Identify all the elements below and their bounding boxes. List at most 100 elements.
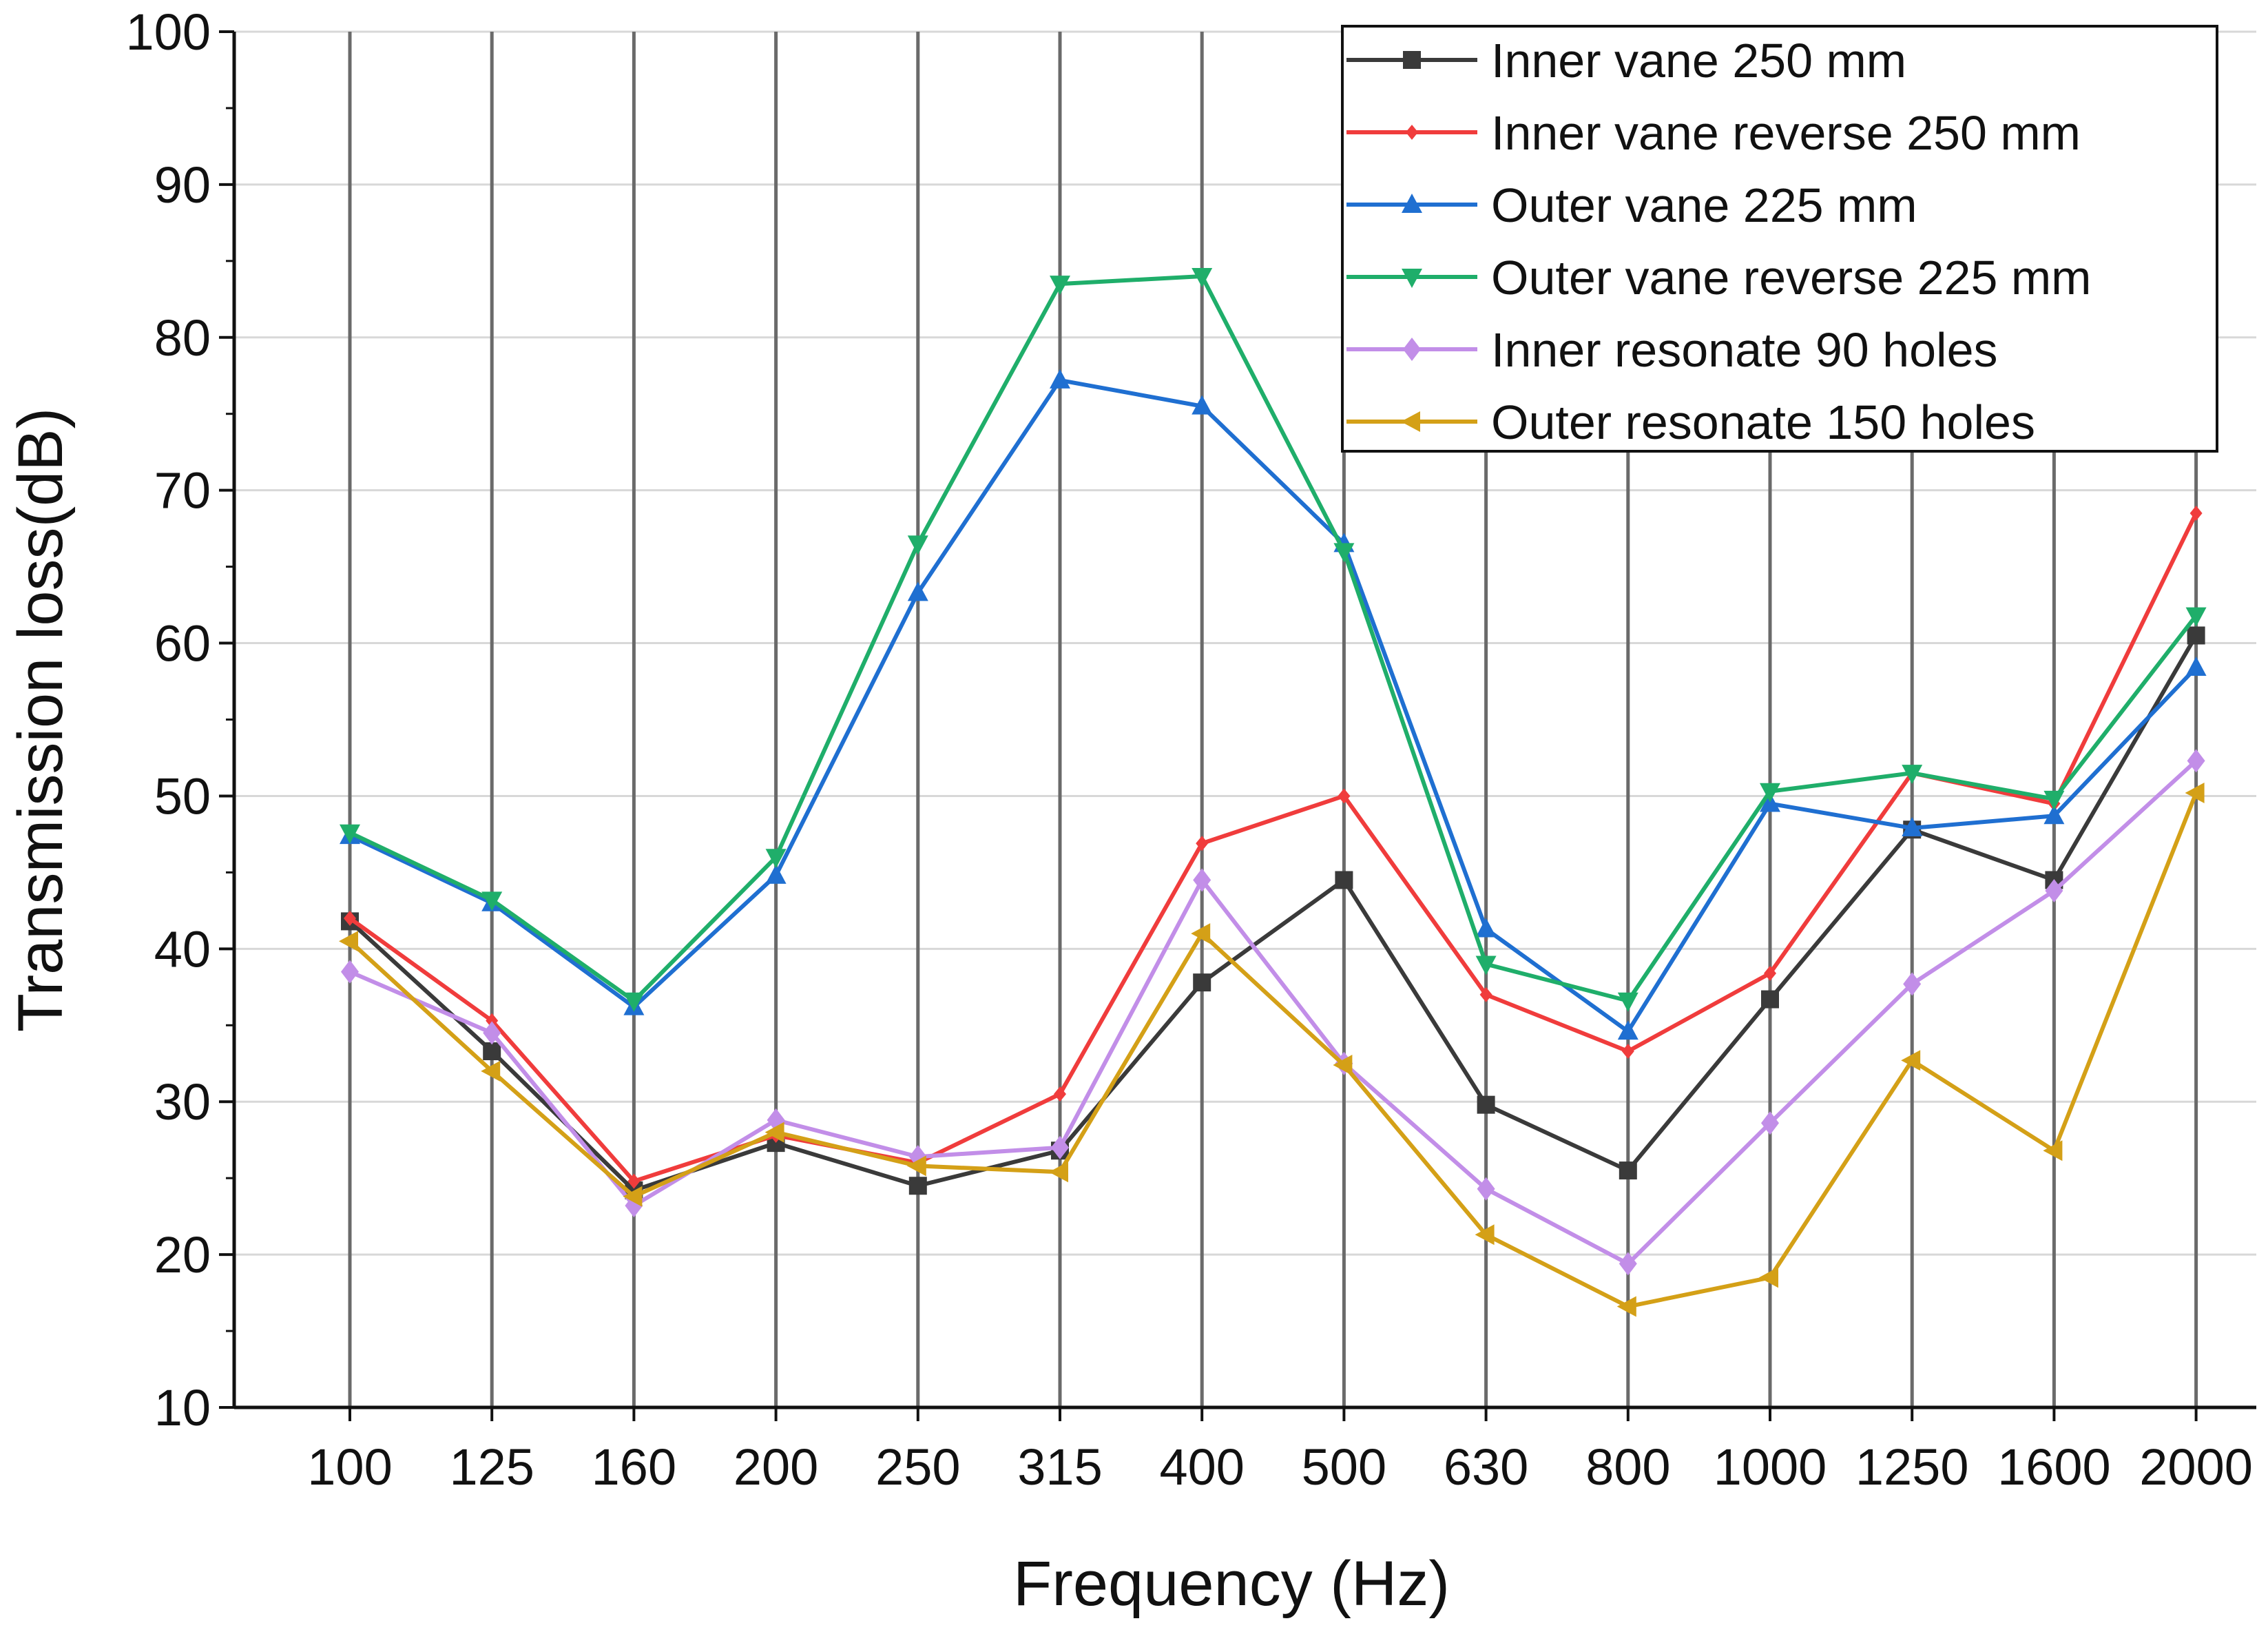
- series-outer-vane-225-mm: [340, 369, 2207, 1040]
- series-inner-resonate-90-holes: [341, 749, 2205, 1276]
- x-tick-label: 200: [734, 1438, 818, 1496]
- series-line: [348, 792, 2198, 1309]
- legend-label: Outer vane reverse 225 mm: [1491, 251, 2091, 304]
- diamond-small-marker: [486, 1013, 499, 1029]
- triangle-down-marker: [765, 849, 787, 869]
- triangle-down-marker: [1050, 276, 1070, 296]
- triangle-left-marker: [1475, 1224, 1495, 1246]
- triangle-down-marker: [623, 992, 645, 1012]
- triangle-up-marker: [1050, 369, 1070, 389]
- triangle-left-marker: [1191, 923, 1211, 944]
- triangle-up-marker: [2185, 657, 2207, 676]
- x-tick-label: 100: [307, 1438, 392, 1496]
- x-tick-label: 1250: [1855, 1438, 1969, 1496]
- triangle-up-marker: [1192, 395, 1213, 415]
- diamond-marker: [1477, 1177, 1495, 1201]
- diamond-marker: [483, 1021, 501, 1045]
- legend-box: [1341, 25, 2218, 453]
- series-inner-vane-reverse-250-mm: [344, 505, 2203, 1189]
- triangle-down-marker: [1617, 992, 1638, 1012]
- triangle-down-marker: [1760, 783, 1780, 803]
- x-tick-label: 630: [1444, 1438, 1528, 1496]
- triangle-up-marker: [1902, 817, 1923, 837]
- legend-item: Inner vane 250 mm: [1346, 34, 1906, 87]
- diamond-small-marker: [1406, 125, 1418, 140]
- diamond-small-marker: [1054, 1086, 1066, 1102]
- x-tick-label: 1600: [1997, 1438, 2111, 1496]
- series-line: [348, 274, 2198, 1003]
- triangle-down-marker: [1192, 268, 1213, 288]
- square-marker: [1193, 973, 1211, 992]
- diamond-small-marker: [627, 1173, 641, 1189]
- diamond-small-marker: [344, 910, 356, 926]
- x-tick-label: 400: [1159, 1438, 1244, 1496]
- triangle-left-marker: [906, 1155, 926, 1177]
- triangle-down-marker: [1475, 956, 1497, 975]
- series-line: [348, 512, 2198, 1184]
- triangle-left-marker: [764, 1122, 784, 1143]
- legend-label: Outer vane 225 mm: [1491, 178, 1917, 232]
- series-group: [339, 268, 2207, 1317]
- diamond-small-marker: [1196, 836, 1209, 851]
- square-marker: [1335, 871, 1353, 889]
- legend-label: Inner vane 250 mm: [1491, 34, 1906, 87]
- triangle-left-marker: [1901, 1050, 1921, 1071]
- diamond-marker: [1619, 1252, 1637, 1276]
- legend-item: Inner resonate 90 holes: [1346, 323, 1998, 377]
- triangle-left-marker: [2185, 783, 2205, 804]
- triangle-down-marker: [1902, 765, 1923, 785]
- triangle-down-marker: [2185, 607, 2207, 627]
- y-tick-label: 90: [154, 156, 211, 214]
- square-marker: [908, 1177, 927, 1195]
- series-outer-vane-reverse-225-mm: [340, 268, 2207, 1012]
- triangle-down-marker: [2043, 790, 2065, 810]
- diamond-marker: [341, 960, 359, 984]
- x-tick-label: 250: [875, 1438, 960, 1496]
- triangle-up-marker: [1402, 194, 1422, 213]
- series-line: [348, 634, 2198, 1192]
- y-tick-label: 40: [154, 920, 211, 978]
- x-tick-label: 315: [1017, 1438, 1102, 1496]
- x-tick-label: 125: [449, 1438, 534, 1496]
- y-tick-label: 60: [154, 615, 211, 672]
- square-marker: [2187, 626, 2205, 645]
- square-marker: [1403, 51, 1421, 69]
- triangle-left-marker: [339, 931, 358, 952]
- triangle-down-marker: [1402, 269, 1422, 288]
- y-tick-label: 100: [126, 3, 211, 61]
- triangle-left-marker: [1616, 1296, 1636, 1317]
- triangle-up-marker: [2043, 805, 2065, 825]
- triangle-left-marker: [1049, 1161, 1068, 1183]
- y-tick-label: 50: [154, 767, 211, 825]
- series-line: [348, 378, 2198, 1034]
- legend-item: Outer resonate 150 holes: [1346, 395, 2035, 449]
- legend-item: Inner vane reverse 250 mm: [1346, 106, 2081, 160]
- diamond-marker: [2187, 749, 2205, 773]
- triangle-down-marker: [340, 824, 360, 844]
- diamond-small-marker: [1479, 987, 1492, 1002]
- square-marker: [1477, 1095, 1495, 1114]
- triangle-up-marker: [1475, 918, 1497, 938]
- diamond-marker: [1403, 338, 1421, 361]
- y-tick-label: 10: [154, 1379, 211, 1436]
- triangle-left-marker: [1759, 1267, 1778, 1288]
- triangle-up-marker: [907, 581, 928, 601]
- y-axis-title: Transmission loss(dB): [6, 408, 76, 1033]
- triangle-left-marker: [481, 1060, 501, 1082]
- triangle-left-marker: [623, 1186, 643, 1207]
- series-line: [348, 759, 2198, 1266]
- diamond-marker: [2045, 879, 2063, 903]
- legend-item: Outer vane 225 mm: [1346, 178, 1917, 232]
- diamond-marker: [1761, 1111, 1779, 1135]
- x-tick-label: 800: [1585, 1438, 1670, 1496]
- y-tick-label: 30: [154, 1073, 211, 1130]
- legend-label: Inner vane reverse 250 mm: [1491, 106, 2081, 160]
- triangle-down-marker: [481, 891, 503, 911]
- series-inner-vane-250-mm: [341, 626, 2205, 1199]
- triangle-left-marker: [2043, 1140, 2063, 1161]
- x-tick-label: 1000: [1714, 1438, 1827, 1496]
- square-marker: [1761, 990, 1779, 1009]
- triangle-left-marker: [1333, 1054, 1353, 1075]
- x-axis-title: Frequency (Hz): [1013, 1549, 1450, 1619]
